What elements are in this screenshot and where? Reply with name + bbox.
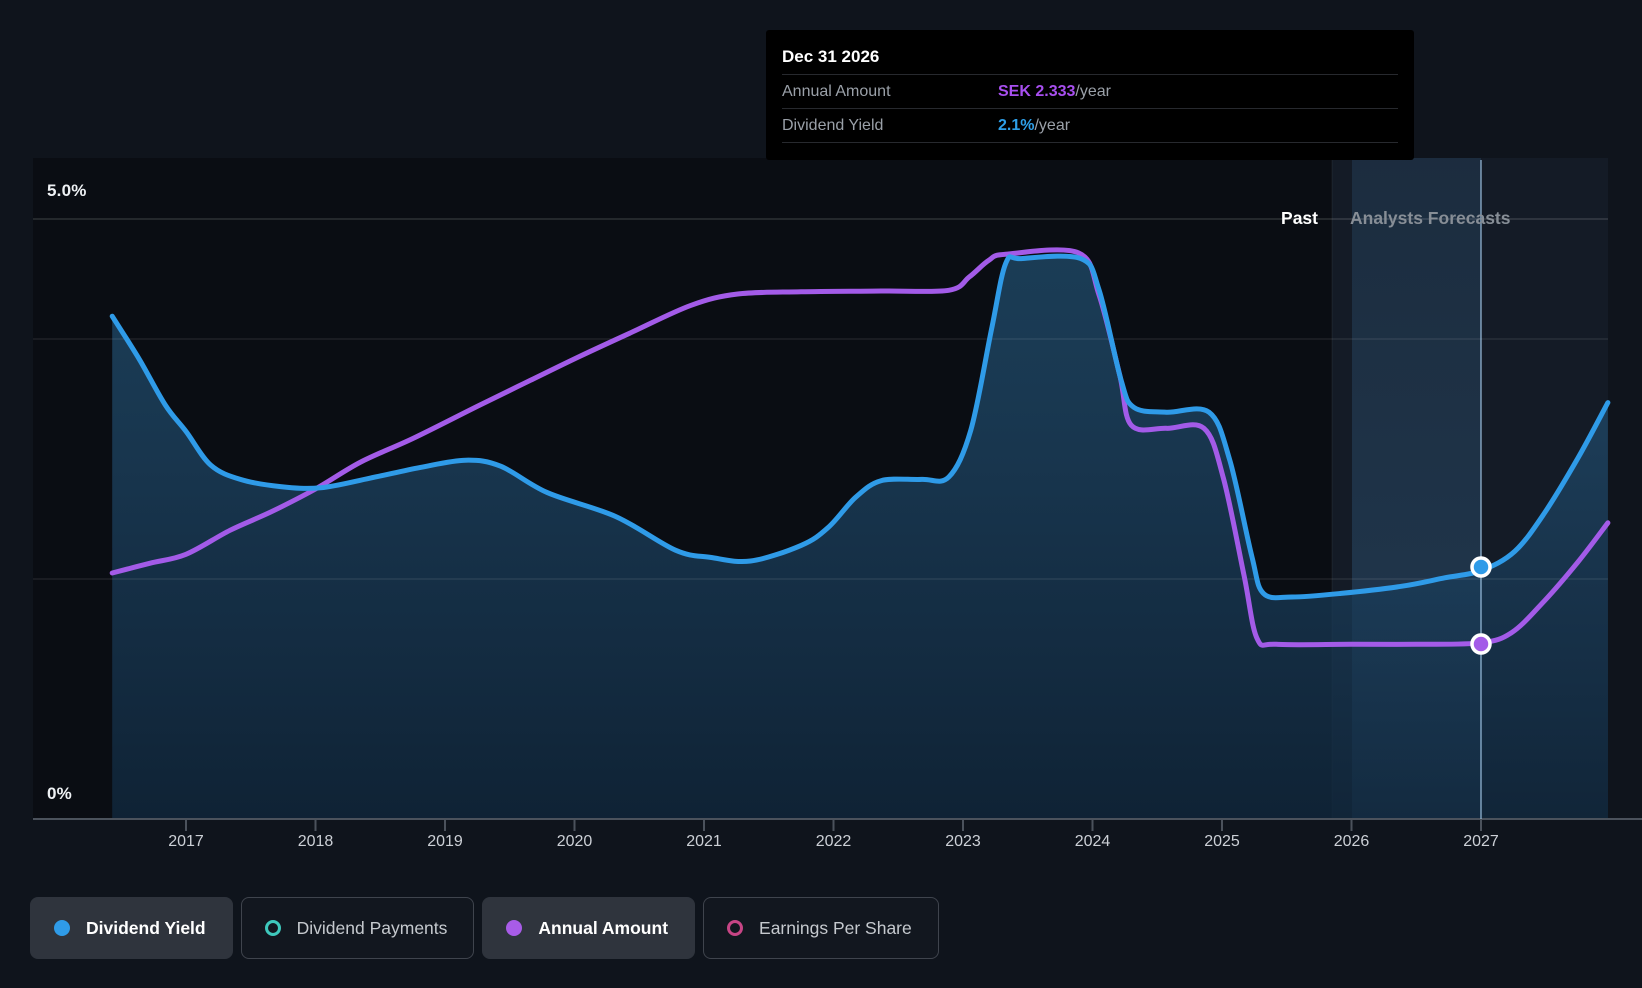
- x-axis-label-2017: 2017: [146, 833, 226, 851]
- annual-amount-dot-icon: [506, 920, 522, 936]
- y-axis-label-top: 5.0%: [47, 181, 87, 201]
- legend-toggle-dividend-yield[interactable]: Dividend Yield: [30, 897, 233, 959]
- tooltip-label: Annual Amount: [782, 83, 998, 101]
- tooltip-row-annual-amount: Annual Amount SEK 2.333/year: [782, 75, 1398, 109]
- x-axis-label-2024: 2024: [1053, 833, 1133, 851]
- legend-toggle-dividend-payments[interactable]: Dividend Payments: [241, 897, 475, 959]
- dividend-yield-dot-icon: [54, 920, 70, 936]
- legend-label: Annual Amount: [538, 918, 668, 939]
- legend-label: Earnings Per Share: [759, 918, 912, 939]
- dividend-yield-marker[interactable]: [1472, 558, 1490, 576]
- legend-toggle-earnings-per-share[interactable]: Earnings Per Share: [703, 897, 939, 959]
- x-axis-label-2019: 2019: [405, 833, 485, 851]
- x-axis-label-2022: 2022: [794, 833, 874, 851]
- dividend-chart-screen: 5.0% 0% 2017 2018 2019 2020 2021 2022 2023 2024…: [0, 0, 1642, 988]
- legend-toggle-annual-amount[interactable]: Annual Amount: [482, 897, 695, 959]
- legend-label: Dividend Yield: [86, 918, 206, 939]
- x-axis-label-2021: 2021: [664, 833, 744, 851]
- tooltip-suffix: /year: [1075, 83, 1111, 100]
- y-axis-label-bottom: 0%: [47, 784, 72, 804]
- x-axis-label-2026: 2026: [1312, 833, 1392, 851]
- tooltip-suffix: /year: [1034, 117, 1070, 134]
- tooltip-value-dividend-yield: 2.1%: [998, 117, 1034, 134]
- legend-label: Dividend Payments: [297, 918, 448, 939]
- tooltip-value-annual-amount: SEK 2.333: [998, 83, 1075, 100]
- earnings-per-share-circle-icon: [727, 920, 743, 936]
- x-axis-label-2023: 2023: [923, 833, 1003, 851]
- x-axis-label-2025: 2025: [1182, 833, 1262, 851]
- annual-amount-marker[interactable]: [1472, 635, 1490, 653]
- x-axis-label-2018: 2018: [276, 833, 356, 851]
- tooltip-date: Dec 31 2026: [782, 42, 1398, 75]
- past-region-label: Past: [1281, 208, 1318, 229]
- dividend-payments-circle-icon: [265, 920, 281, 936]
- forecast-region-label: Analysts Forecasts: [1350, 208, 1511, 229]
- x-axis-label-2020: 2020: [535, 833, 615, 851]
- hover-tooltip: Dec 31 2026 Annual Amount SEK 2.333/year…: [766, 30, 1414, 160]
- x-axis-label-2027: 2027: [1441, 833, 1521, 851]
- tooltip-row-dividend-yield: Dividend Yield 2.1%/year: [782, 109, 1398, 143]
- chart-legend: Dividend Yield Dividend Payments Annual …: [30, 897, 939, 959]
- tooltip-label: Dividend Yield: [782, 117, 998, 135]
